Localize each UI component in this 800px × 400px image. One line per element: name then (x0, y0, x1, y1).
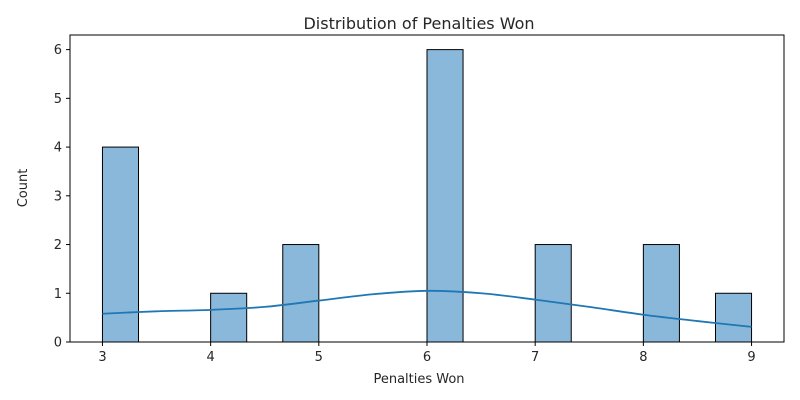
histogram-bar-3 (426, 49, 464, 343)
x-tick-label: 9 (747, 350, 755, 365)
y-tick-label: 6 (54, 43, 62, 58)
histogram-bar-0 (101, 146, 140, 343)
y-axis-label: Count (16, 169, 31, 208)
histogram-bar-2 (282, 244, 320, 343)
x-tick-label: 6 (423, 350, 431, 365)
x-axis-label: Penalties Won (373, 372, 464, 387)
y-axis-ticks: 0 1 2 3 4 5 6 (54, 43, 70, 351)
y-tick-label: 3 (54, 189, 62, 204)
histogram-bar-1 (210, 292, 248, 343)
histogram-bar-6 (714, 292, 753, 343)
histogram-bar-4 (534, 244, 572, 343)
x-tick-label: 5 (315, 350, 323, 365)
x-tick-label: 4 (206, 350, 214, 365)
y-tick-label: 1 (54, 287, 62, 302)
y-tick-label: 2 (54, 238, 62, 253)
chart-title: Distribution of Penalties Won (303, 14, 534, 33)
y-tick-label: 5 (54, 92, 62, 107)
bars-group (101, 49, 753, 343)
kde-curve (102, 289, 752, 328)
x-axis-ticks: 3 4 5 6 7 8 9 (98, 342, 756, 365)
x-tick-label: 7 (531, 350, 539, 365)
x-tick-label: 8 (639, 350, 647, 365)
y-tick-label: 0 (54, 336, 62, 351)
x-tick-label: 3 (98, 350, 106, 365)
histogram-bar-5 (642, 244, 680, 343)
y-tick-label: 4 (54, 141, 62, 156)
